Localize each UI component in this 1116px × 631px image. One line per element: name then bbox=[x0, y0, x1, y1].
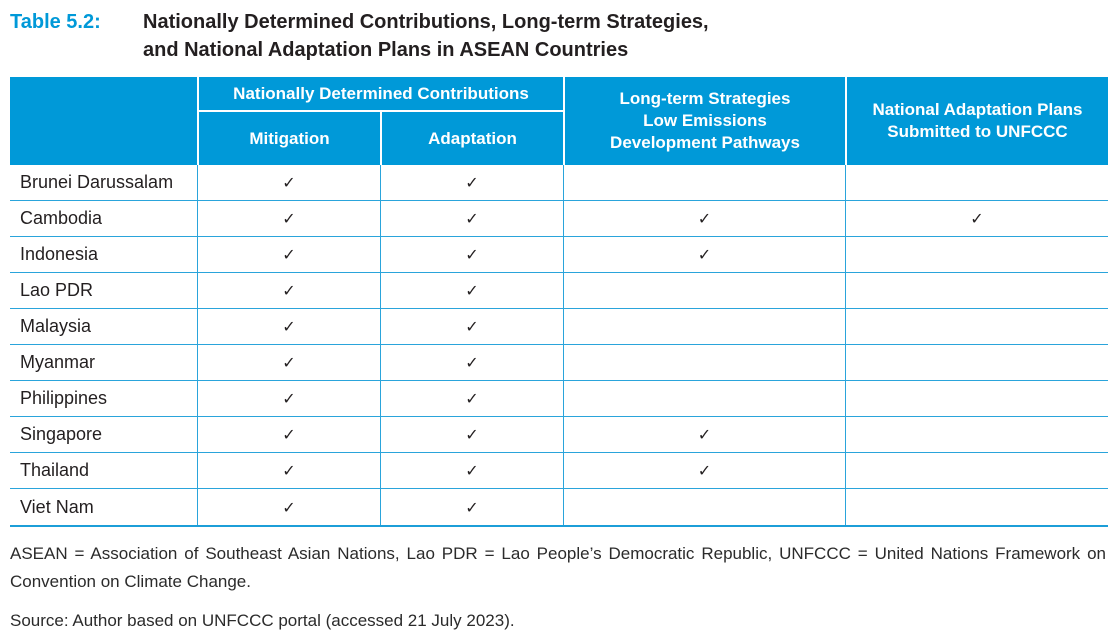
check-cell-mitigation: ✓ bbox=[197, 453, 380, 489]
table-row-brunei: Brunei Darussalam ✓ ✓ bbox=[10, 165, 1108, 201]
country-cell: Cambodia bbox=[10, 201, 197, 237]
country-cell: Indonesia bbox=[10, 237, 197, 273]
check-cell-nap bbox=[845, 309, 1108, 345]
header-ndc-group: Nationally Determined Contributions bbox=[197, 77, 563, 112]
check-cell-nap bbox=[845, 417, 1108, 453]
check-cell-adaptation: ✓ bbox=[380, 201, 563, 237]
check-cell-adaptation: ✓ bbox=[380, 309, 563, 345]
check-cell-adaptation: ✓ bbox=[380, 237, 563, 273]
data-table: Nationally Determined Contributions Miti… bbox=[10, 77, 1108, 527]
check-cell-longterm bbox=[563, 273, 845, 309]
header-col-mitigation: Mitigation bbox=[197, 112, 380, 165]
country-cell: Lao PDR bbox=[10, 273, 197, 309]
check-cell-longterm bbox=[563, 345, 845, 381]
table-row-thailand: Thailand ✓ ✓ ✓ bbox=[10, 453, 1108, 489]
table-row-myanmar: Myanmar ✓ ✓ bbox=[10, 345, 1108, 381]
table-row-singapore: Singapore ✓ ✓ ✓ bbox=[10, 417, 1108, 453]
check-cell-longterm: ✓ bbox=[563, 201, 845, 237]
check-cell-adaptation: ✓ bbox=[380, 345, 563, 381]
check-cell-longterm: ✓ bbox=[563, 453, 845, 489]
header-empty-cell bbox=[10, 77, 197, 165]
country-cell: Viet Nam bbox=[20, 496, 94, 517]
check-cell-nap bbox=[845, 165, 1108, 201]
check-cell-mitigation: ✓ bbox=[197, 309, 380, 345]
check-cell-nap bbox=[845, 453, 1108, 489]
check-cell-longterm bbox=[563, 489, 845, 525]
table-number-label: Table 5.2: bbox=[10, 11, 101, 33]
header-col-longterm-strategies: Long-term Strategies Low Emissions Devel… bbox=[563, 77, 845, 165]
check-cell-adaptation: ✓ bbox=[380, 453, 563, 489]
check-cell-mitigation: ✓ bbox=[197, 417, 380, 453]
check-cell-adaptation: ✓ bbox=[380, 489, 563, 525]
table-title-row: Table 5.2: Nationally Determined Contrib… bbox=[10, 8, 1106, 64]
table-title: Nationally Determined Contributions, Lon… bbox=[143, 11, 709, 61]
table-row-cambodia: Cambodia ✓ ✓ ✓ ✓ bbox=[10, 201, 1108, 237]
check-cell-mitigation: ✓ bbox=[197, 345, 380, 381]
check-cell-nap bbox=[845, 237, 1108, 273]
check-cell-longterm bbox=[563, 381, 845, 417]
check-cell-nap bbox=[845, 345, 1108, 381]
check-cell-longterm bbox=[563, 165, 845, 201]
check-cell-mitigation: ✓ bbox=[197, 201, 380, 237]
country-cell: Brunei Darussalam bbox=[10, 165, 197, 201]
check-cell-longterm bbox=[563, 309, 845, 345]
country-cell: Malaysia bbox=[10, 309, 197, 345]
check-cell-nap: ✓ bbox=[845, 201, 1108, 237]
table-notes: ASEAN = Association of Southeast Asian N… bbox=[10, 540, 1106, 631]
check-cell-mitigation: ✓ bbox=[197, 273, 380, 309]
abbreviations-note: ASEAN = Association of Southeast Asian N… bbox=[10, 544, 1106, 591]
check-cell-adaptation: ✓ bbox=[380, 381, 563, 417]
check-cell-nap bbox=[845, 489, 1108, 525]
check-cell-mitigation: ✓ bbox=[197, 237, 380, 273]
country-cell: Thailand bbox=[10, 453, 197, 489]
country-cell: Singapore bbox=[10, 417, 197, 453]
header-col-adaptation: Adaptation bbox=[380, 112, 563, 165]
table-row-malaysia: Malaysia ✓ ✓ bbox=[10, 309, 1108, 345]
check-cell-adaptation: ✓ bbox=[380, 417, 563, 453]
check-cell-adaptation: ✓ bbox=[380, 273, 563, 309]
check-cell-mitigation: ✓ bbox=[197, 381, 380, 417]
table-row-indonesia: Indonesia ✓ ✓ ✓ bbox=[10, 237, 1108, 273]
table-row-philippines: Philippines ✓ ✓ bbox=[10, 381, 1108, 417]
header-col-nap: National Adaptation Plans Submitted to U… bbox=[845, 77, 1108, 165]
table-row-laopdr: Lao PDR ✓ ✓ bbox=[10, 273, 1108, 309]
check-cell-mitigation: ✓ bbox=[197, 489, 380, 525]
table-body: Brunei Darussalam ✓ ✓ Cambodia ✓ ✓ ✓ ✓ I… bbox=[10, 165, 1108, 527]
table-row-vietnam: Viet Nam ✓ ✓ bbox=[10, 489, 1108, 525]
source-note: Source: Author based on UNFCCC portal (a… bbox=[10, 611, 515, 630]
check-cell-nap bbox=[845, 381, 1108, 417]
check-cell-adaptation: ✓ bbox=[380, 165, 563, 201]
country-cell: Philippines bbox=[10, 381, 197, 417]
check-cell-mitigation: ✓ bbox=[197, 165, 380, 201]
check-cell-longterm: ✓ bbox=[563, 417, 845, 453]
table-header: Nationally Determined Contributions Miti… bbox=[10, 77, 1108, 165]
check-cell-longterm: ✓ bbox=[563, 237, 845, 273]
country-cell: Myanmar bbox=[10, 345, 197, 381]
check-cell-nap bbox=[845, 273, 1108, 309]
